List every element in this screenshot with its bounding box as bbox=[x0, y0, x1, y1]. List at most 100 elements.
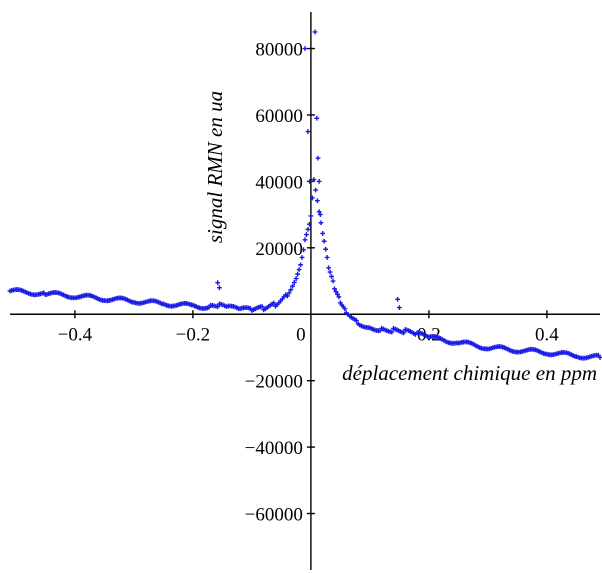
data-point bbox=[367, 325, 373, 331]
data-point bbox=[503, 345, 509, 351]
data-point bbox=[299, 255, 305, 260]
data-point bbox=[401, 330, 407, 336]
y-tick-label: 60000 bbox=[255, 106, 303, 127]
data-point bbox=[156, 299, 161, 305]
axes bbox=[10, 12, 600, 570]
data-point bbox=[423, 333, 428, 338]
x-tick-label: −0.2 bbox=[176, 324, 210, 345]
data-point bbox=[436, 335, 442, 341]
y-tick-label: −20000 bbox=[245, 372, 303, 393]
data-point bbox=[124, 297, 130, 303]
data-point bbox=[442, 338, 448, 344]
data-point bbox=[311, 177, 317, 182]
data-point bbox=[284, 293, 290, 299]
data-point bbox=[421, 332, 427, 337]
data-point bbox=[314, 115, 320, 121]
data-point bbox=[359, 323, 364, 329]
data-point bbox=[215, 304, 221, 310]
data-point bbox=[394, 327, 400, 333]
y-axis-title: signal RMN en ua bbox=[203, 91, 227, 243]
data-point bbox=[469, 340, 474, 346]
data-point bbox=[413, 332, 418, 337]
data-point bbox=[251, 307, 256, 313]
data-point bbox=[406, 328, 412, 334]
data-point bbox=[217, 285, 222, 291]
data-point bbox=[264, 305, 270, 311]
data-point bbox=[192, 303, 197, 309]
data-point bbox=[316, 178, 322, 184]
tick-labels: −0.4−0.200.20.480000600004000020000−2000… bbox=[58, 40, 560, 526]
data-point bbox=[307, 221, 312, 227]
data-point bbox=[332, 286, 337, 292]
data-point bbox=[247, 305, 253, 311]
data-point bbox=[472, 342, 478, 348]
data-point bbox=[22, 289, 28, 295]
data-point bbox=[320, 231, 326, 236]
data-point bbox=[279, 296, 285, 302]
data-point bbox=[569, 352, 574, 358]
data-point bbox=[193, 304, 199, 309]
data-point bbox=[290, 283, 296, 289]
data-point bbox=[409, 329, 415, 335]
data-point bbox=[62, 293, 68, 299]
data-point bbox=[261, 307, 267, 313]
data-point bbox=[350, 316, 356, 321]
x-axis-title: déplacement chimique en ppm bbox=[342, 361, 597, 385]
data-point bbox=[293, 276, 299, 281]
data-point bbox=[313, 187, 319, 193]
y-tick-label: 20000 bbox=[255, 239, 303, 260]
data-point bbox=[234, 305, 240, 311]
data-point bbox=[338, 300, 343, 306]
data-point bbox=[327, 269, 333, 275]
data-point bbox=[288, 287, 294, 293]
data-point bbox=[537, 349, 543, 355]
data-point bbox=[249, 308, 255, 313]
data-point bbox=[357, 322, 363, 328]
data-point bbox=[397, 329, 403, 334]
data-point bbox=[215, 280, 221, 286]
data-point bbox=[295, 271, 301, 277]
data-point bbox=[392, 326, 398, 332]
data-point bbox=[324, 255, 330, 260]
data-point bbox=[161, 301, 166, 307]
data-point bbox=[336, 294, 342, 300]
data-point bbox=[301, 247, 306, 253]
data-point bbox=[305, 226, 311, 232]
data-point bbox=[335, 291, 340, 297]
data-point bbox=[304, 232, 309, 237]
data-point bbox=[345, 312, 351, 317]
data-point bbox=[206, 304, 212, 310]
data-point bbox=[567, 351, 573, 357]
data-point bbox=[314, 198, 320, 204]
data-point bbox=[330, 278, 336, 284]
data-point bbox=[269, 301, 275, 307]
data-point bbox=[309, 195, 315, 201]
x-tick-label: 0 bbox=[296, 324, 306, 345]
data-point bbox=[347, 313, 353, 319]
data-point bbox=[379, 325, 385, 331]
data-point bbox=[93, 295, 99, 301]
data-point bbox=[281, 294, 287, 300]
data-point bbox=[377, 328, 383, 334]
data-point bbox=[539, 350, 545, 356]
data-point bbox=[419, 331, 425, 337]
y-tick-label: −60000 bbox=[245, 505, 303, 526]
data-point bbox=[266, 303, 272, 309]
data-point bbox=[157, 300, 163, 306]
data-point bbox=[252, 306, 258, 312]
data-point bbox=[369, 326, 374, 332]
data-point bbox=[41, 290, 47, 296]
x-tick-label: −0.4 bbox=[58, 324, 93, 345]
data-point bbox=[95, 296, 101, 302]
data-points bbox=[7, 29, 602, 361]
data-point bbox=[536, 348, 542, 354]
data-point bbox=[316, 209, 322, 215]
data-point bbox=[308, 213, 314, 219]
data-point bbox=[595, 352, 601, 358]
data-point bbox=[475, 344, 481, 350]
data-point bbox=[340, 304, 346, 310]
data-point bbox=[470, 341, 476, 347]
data-point bbox=[382, 327, 388, 333]
data-point bbox=[397, 305, 402, 311]
